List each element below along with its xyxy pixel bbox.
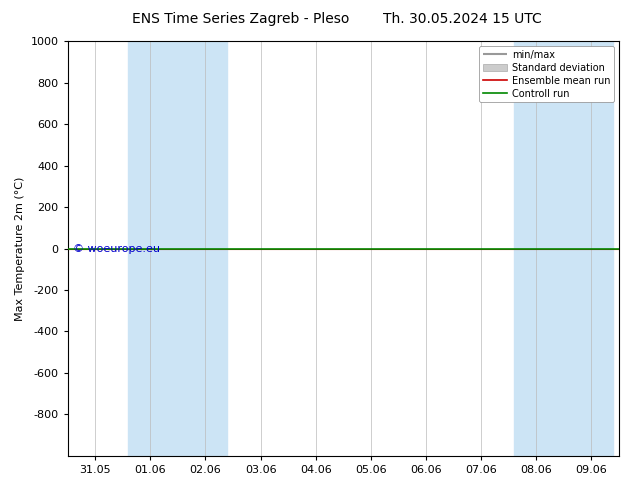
Y-axis label: Max Temperature 2m (°C): Max Temperature 2m (°C): [15, 176, 25, 320]
Bar: [514, 41, 614, 456]
Text: © woeurope.eu: © woeurope.eu: [73, 244, 160, 253]
Text: ENS Time Series Zagreb - Pleso: ENS Time Series Zagreb - Pleso: [133, 12, 349, 26]
Text: Th. 30.05.2024 15 UTC: Th. 30.05.2024 15 UTC: [384, 12, 542, 26]
Legend: min/max, Standard deviation, Ensemble mean run, Controll run: min/max, Standard deviation, Ensemble me…: [479, 46, 614, 102]
Bar: [128, 41, 228, 456]
